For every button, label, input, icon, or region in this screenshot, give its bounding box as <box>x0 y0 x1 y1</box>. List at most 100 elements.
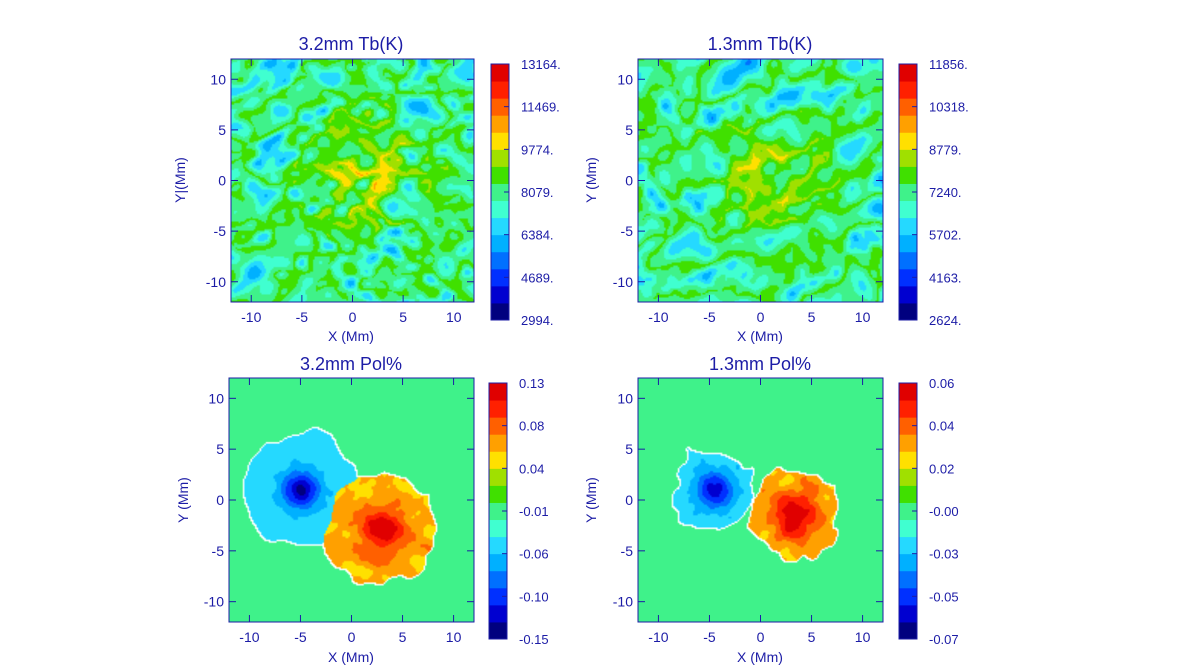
y-axis-label: Y|(Mm) <box>172 157 188 203</box>
colorbar-label: 4163. <box>929 270 962 285</box>
y-tick-label: -5 <box>212 543 225 559</box>
colorbar-swatch <box>899 64 917 82</box>
panel-pol-1-3mm: 1.3mm Pol% -0.07 -0.05 -0.03 -0.00 0.02 0.04 0… <box>583 354 959 665</box>
colorbar-swatch <box>491 302 509 321</box>
colorbar-swatch <box>489 553 507 572</box>
panel-tb-1-3mm: 1.3mm Tb(K) 2624. 4163. 5702. 7240. 8779. 103… <box>583 34 969 344</box>
colorbar-label: -0.03 <box>929 547 959 562</box>
colorbar-swatch <box>491 132 509 150</box>
heatmap-image <box>638 378 883 622</box>
plot-frame <box>230 58 475 303</box>
colorbar-label: 0.08 <box>519 419 544 434</box>
y-tick-label: -5 <box>214 223 227 239</box>
colorbar-swatch <box>491 285 509 304</box>
colorbar-swatch <box>899 268 917 287</box>
x-tick-label: -5 <box>703 309 716 325</box>
y-tick-label: 5 <box>625 122 633 138</box>
colorbar-label: 11856. <box>929 57 968 72</box>
x-tick-label: 0 <box>348 629 356 645</box>
colorbar-label: 7240. <box>929 185 962 200</box>
x-axis-label: X (Mm) <box>737 649 783 665</box>
colorbar: 2624. 4163. 5702. 7240. 8779. 10318. 11856. <box>898 57 969 328</box>
panel-title: 1.3mm Pol% <box>709 354 811 374</box>
colorbar-swatch <box>489 400 507 418</box>
colorbar-swatch <box>489 621 507 640</box>
colorbar-swatch <box>899 400 917 418</box>
x-tick-label: -10 <box>241 309 261 325</box>
colorbar-label: 4689. <box>521 270 554 285</box>
colorbar-swatch <box>899 451 917 469</box>
x-tick-label: 5 <box>808 629 816 645</box>
colorbar-swatch <box>899 587 917 606</box>
x-tick-label: 10 <box>446 309 462 325</box>
colorbar-swatch <box>899 285 917 304</box>
x-tick-label: -10 <box>648 629 668 645</box>
panel-tb-3-2mm: 3.2mm Tb(K) 2994. 4689. 6384. 8079. 9774. 114… <box>172 34 561 344</box>
colorbar: -0.07 -0.05 -0.03 -0.00 0.02 0.04 0.06 <box>898 376 959 647</box>
colorbar-label: 0.04 <box>519 461 544 476</box>
colorbar-swatch <box>491 200 509 219</box>
colorbar-swatch <box>899 217 917 236</box>
colorbar-swatch <box>491 251 509 270</box>
x-tick-label: 10 <box>446 629 462 645</box>
axis-ticks: -10 -5 0 5 10 -10 -5 0 5 10 <box>613 59 883 325</box>
x-tick-label: 10 <box>855 629 871 645</box>
colorbar-swatch <box>489 604 507 623</box>
colorbar-swatch <box>491 115 509 133</box>
colorbar-label: 5702. <box>929 228 962 243</box>
colorbar-swatch <box>899 519 917 538</box>
colorbar-label: 8779. <box>929 142 962 157</box>
colorbar-label: 0.13 <box>519 376 544 391</box>
x-tick-label: 5 <box>399 629 407 645</box>
colorbar-label: 11469. <box>521 100 560 115</box>
colorbar-swatch <box>899 536 917 555</box>
colorbar-label: 0.06 <box>929 376 954 391</box>
x-tick-label: -10 <box>239 629 259 645</box>
y-tick-label: 0 <box>625 173 633 189</box>
panel-pol-3-2mm: 3.2mm Pol% -0.15 -0.10 -0.06 -0.01 0.04 0.08 0… <box>175 354 549 665</box>
x-tick-label: -5 <box>296 309 309 325</box>
colorbar-label: 10318. <box>929 100 969 115</box>
colorbar-label: 0.02 <box>929 461 954 476</box>
y-tick-label: -10 <box>613 274 633 290</box>
colorbar-swatch <box>491 81 509 99</box>
y-tick-label: 0 <box>218 173 226 189</box>
y-tick-label: 10 <box>617 390 633 406</box>
colorbar-swatch <box>491 183 509 202</box>
axis-ticks: -10 -5 0 5 10 -10 -5 0 5 10 <box>613 378 883 645</box>
y-tick-label: -5 <box>621 543 634 559</box>
y-tick-label: 10 <box>617 71 633 87</box>
y-tick-label: -10 <box>204 594 224 610</box>
colorbar-swatch <box>899 98 917 116</box>
colorbar-swatch <box>491 217 509 236</box>
y-tick-label: -10 <box>206 274 226 290</box>
colorbar-swatch <box>489 434 507 452</box>
y-tick-label: 10 <box>208 390 224 406</box>
x-tick-label: 10 <box>855 309 871 325</box>
colorbar-label: 13164. <box>521 57 561 72</box>
colorbar-swatch <box>489 383 507 401</box>
heatmap-image <box>229 378 474 622</box>
colorbar-swatch <box>489 485 507 503</box>
y-tick-label: -10 <box>613 594 633 610</box>
x-tick-label: 0 <box>757 629 765 645</box>
colorbar-swatch <box>489 417 507 435</box>
y-tick-label: 5 <box>625 441 633 457</box>
y-tick-label: 0 <box>625 492 633 508</box>
colorbar-label: -0.00 <box>929 504 959 519</box>
colorbar-swatch <box>899 166 917 184</box>
colorbar-label: -0.06 <box>519 547 549 562</box>
colorbar-label: 6384. <box>521 228 554 243</box>
axis-ticks: -10 -5 0 5 10 -10 -5 0 5 10 <box>204 378 474 645</box>
plot-frame <box>637 377 884 623</box>
x-tick-label: 5 <box>808 309 816 325</box>
panel-title: 1.3mm Tb(K) <box>708 34 813 54</box>
colorbar-swatch <box>491 149 509 167</box>
plot-frame <box>637 58 884 303</box>
colorbar-swatch <box>899 183 917 202</box>
x-tick-label: -10 <box>648 309 668 325</box>
colorbar-swatch <box>899 604 917 623</box>
y-axis-label: Y (Mm) <box>583 477 599 523</box>
colorbar-swatch <box>899 200 917 219</box>
panel-title: 3.2mm Pol% <box>300 354 402 374</box>
